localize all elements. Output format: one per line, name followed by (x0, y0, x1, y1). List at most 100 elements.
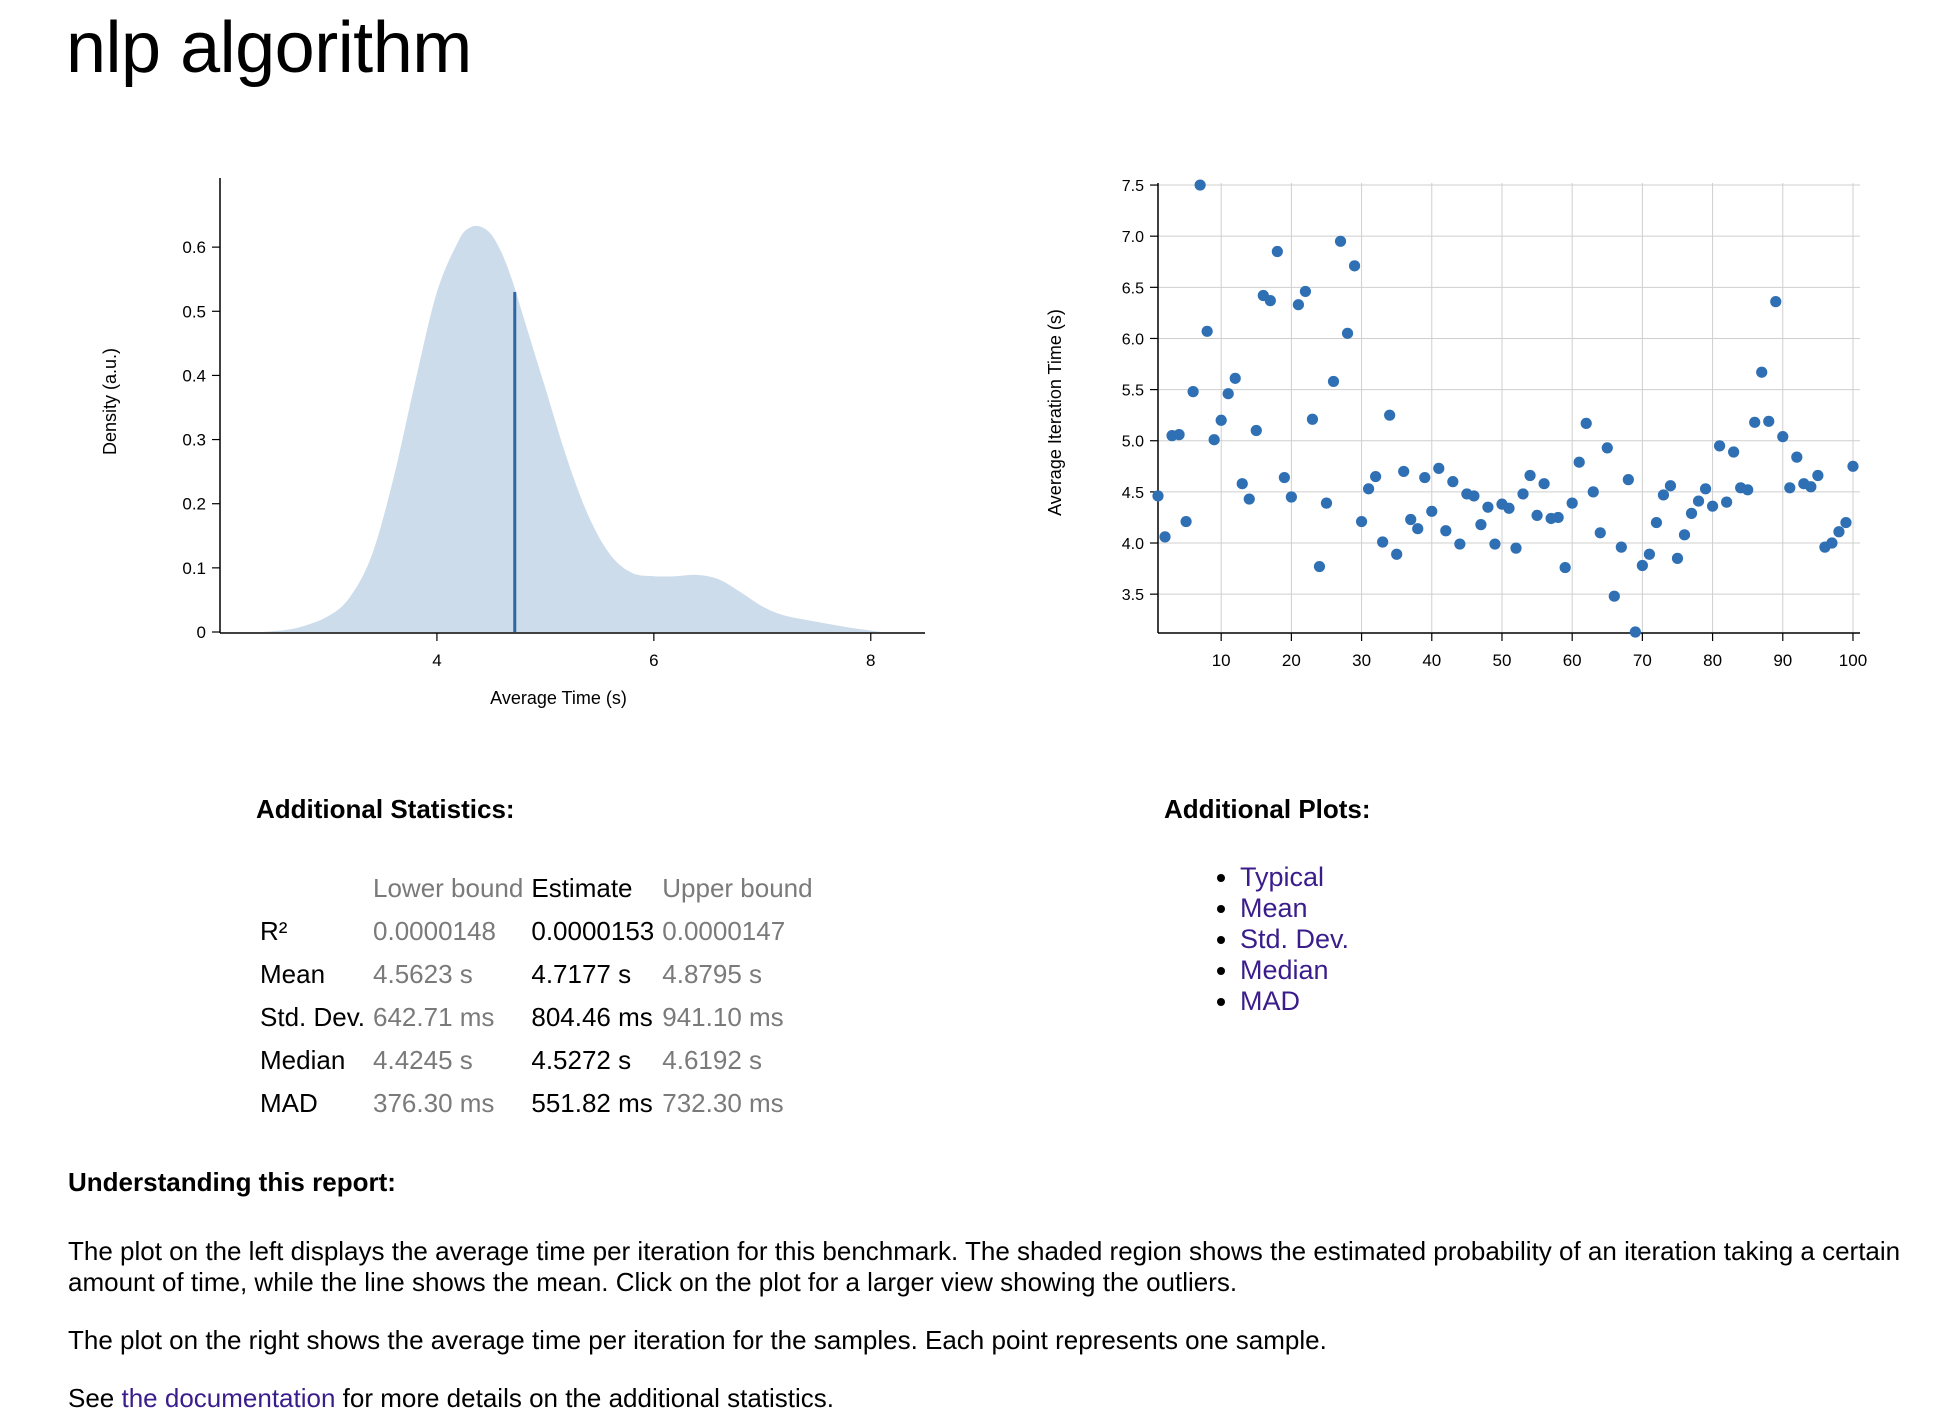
x-tick-label: 50 (1493, 651, 1512, 670)
data-point (1657, 489, 1670, 501)
data-point (1692, 495, 1705, 507)
iteration-scatter-plot: 3.5 4.0 4.5 5.0 5.5 6.0 6.5 7.0 7.5 10 20 30 40 50 60 7… (1045, 178, 1867, 670)
density-plot[interactable]: 0 0.1 0.2 0.3 0.4 0.5 0.6 4 6 8 Average Time (s) De… (60, 160, 940, 730)
y-axis-label: Average Iteration Time (s) (1045, 309, 1065, 516)
data-point (1468, 490, 1480, 502)
data-point (1664, 480, 1677, 492)
documentation-link[interactable]: the documentation (121, 1383, 336, 1413)
data-point (1194, 179, 1206, 191)
x-tick-label: 100 (1839, 651, 1867, 670)
data-point (1377, 536, 1389, 548)
data-point (1784, 482, 1796, 494)
y-tick-label: 0.6 (182, 238, 206, 257)
data-point (1398, 465, 1410, 478)
y-tick-label: 0.1 (182, 559, 206, 578)
data-point (1229, 372, 1241, 384)
data-point (1552, 511, 1564, 524)
data-point (1559, 561, 1571, 574)
data-point (1285, 491, 1297, 503)
data-point (1777, 431, 1789, 443)
median-plot-link[interactable]: Median (1240, 955, 1329, 985)
right-plot-explanation: The plot on the right shows the average … (68, 1325, 1327, 1355)
data-point (1517, 488, 1529, 500)
x-tick-label: 10 (1212, 651, 1231, 670)
x-tick-label: 90 (1773, 651, 1792, 670)
data-point (1370, 470, 1382, 483)
data-point (1805, 481, 1817, 493)
y-axis-label: Density (a.u.) (100, 348, 120, 455)
data-point (1756, 366, 1768, 378)
x-tick-label: 80 (1703, 651, 1722, 670)
data-point (1749, 416, 1761, 428)
data-point (1482, 501, 1494, 513)
data-point (1573, 456, 1585, 468)
data-point (1306, 413, 1319, 425)
data-point (1671, 552, 1684, 564)
data-point (1714, 440, 1726, 452)
lower-bound-cell: 376.30 ms (373, 1088, 495, 1118)
data-point (1159, 531, 1171, 543)
data-point (1391, 548, 1403, 560)
left-plot-explanation: The plot on the left displays the averag… (68, 1236, 1901, 1297)
row-label: MAD (260, 1088, 318, 1118)
data-point (1636, 559, 1648, 572)
data-point (1348, 260, 1361, 272)
data-point (1334, 235, 1347, 247)
data-point (1728, 446, 1740, 458)
additional-plots-list: Typical Mean Std. Dev. Median MAD (1240, 862, 1349, 1017)
data-point (1475, 519, 1487, 531)
mean-plot-link[interactable]: Mean (1240, 893, 1308, 923)
data-point (1770, 296, 1782, 308)
doc-text-before: See (68, 1383, 122, 1413)
y-tick-label: 0.5 (182, 302, 206, 321)
list-item: Typical (1240, 862, 1349, 893)
data-point (1643, 548, 1655, 560)
x-tick-label: 6 (649, 651, 658, 670)
typical-plot-link[interactable]: Typical (1240, 862, 1325, 892)
y-tick-label: 7.0 (1122, 229, 1144, 246)
data-point (1271, 245, 1283, 258)
data-point (1320, 497, 1333, 509)
data-point (1355, 515, 1368, 528)
doc-text-after: for more details on the additional stati… (335, 1383, 835, 1413)
x-tick-label: 40 (1422, 651, 1441, 670)
data-point (1278, 471, 1290, 484)
data-point (1840, 516, 1852, 529)
data-point (1721, 496, 1733, 508)
data-point (1566, 497, 1578, 509)
header-upper-bound: Upper bound (662, 872, 813, 903)
table-row: Mean 4.5623 s 4.7177 s 4.8795 s (256, 953, 817, 996)
lower-bound-cell: 4.4245 s (373, 1045, 473, 1075)
data-point (1622, 474, 1634, 486)
table-row: Std. Dev. 642.71 ms 804.46 ms 941.10 ms (256, 996, 817, 1039)
list-item: Mean (1240, 893, 1349, 924)
documentation-paragraph: See the documentation for more details o… (68, 1383, 1958, 1414)
data-point (1812, 469, 1824, 482)
data-point (1447, 476, 1459, 488)
data-point (1327, 375, 1340, 388)
data-point (1615, 541, 1627, 553)
list-item: MAD (1240, 986, 1349, 1017)
x-axis-label: Average Time (s) (490, 688, 627, 708)
data-point (1833, 526, 1845, 538)
std-dev-plot-link[interactable]: Std. Dev. (1240, 924, 1350, 954)
data-point (1412, 523, 1424, 535)
y-tick-label: 6.0 (1122, 331, 1144, 348)
x-tick-label: 8 (866, 651, 875, 670)
mad-plot-link[interactable]: MAD (1240, 986, 1300, 1016)
y-tick-label: 4.5 (1122, 485, 1144, 502)
y-tick-label: 0 (197, 623, 206, 642)
table-row: MAD 376.30 ms 551.82 ms 732.30 ms (256, 1082, 817, 1125)
data-point (1524, 469, 1536, 482)
upper-bound-cell: 941.10 ms (662, 1002, 784, 1032)
data-point (1587, 486, 1599, 498)
data-point (1706, 500, 1719, 512)
estimate-cell: 551.82 ms (531, 1088, 653, 1118)
data-point (1791, 451, 1803, 463)
data-point (1187, 386, 1199, 398)
list-item: Std. Dev. (1240, 924, 1349, 955)
x-tick-label: 30 (1352, 651, 1371, 670)
y-tick-label: 7.5 (1122, 178, 1144, 195)
list-item: Median (1240, 955, 1349, 986)
estimate-cell: 4.5272 s (531, 1045, 632, 1075)
